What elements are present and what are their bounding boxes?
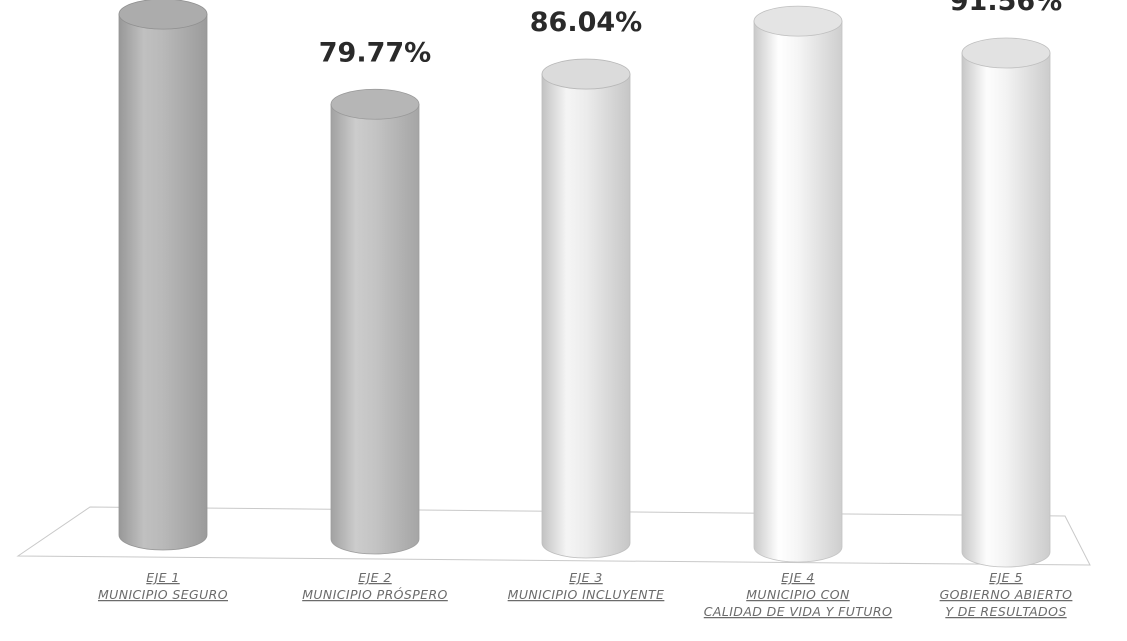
category-labels: EJE 1 MUNICIPIO SEGURO EJE 2 MUNICIPIO PRÓS…	[98, 570, 1072, 619]
bar-2-body	[330, 103, 420, 555]
value-label-2: 79.77%	[319, 37, 431, 68]
bars	[118, 0, 1051, 568]
bar-4-body	[753, 20, 843, 563]
category-label-3: EJE 3 MUNICIPIO INCLUYENTE	[508, 570, 665, 602]
value-labels: 95.57%79.77%86.04%96.49%91.56%	[319, 0, 1062, 68]
bar-3	[541, 58, 631, 559]
bar-5	[961, 37, 1051, 568]
bar-4-top	[753, 5, 843, 37]
bar-3-top	[541, 58, 631, 90]
category-label-4: EJE 4 MUNICIPIO CON CALIDAD DE VIDA Y FUTU…	[704, 570, 892, 619]
bar-1-top	[118, 0, 208, 30]
category-label-5: EJE 5 GOBIERNO ABIERTO Y DE RESULTADOS	[940, 570, 1073, 619]
bar-2	[330, 88, 420, 555]
value-label-5: 91.56%	[950, 0, 1062, 17]
category-label-2: EJE 2 MUNICIPIO PRÓSPERO	[302, 570, 448, 602]
bar-4	[753, 5, 843, 563]
category-label-1: EJE 1 MUNICIPIO SEGURO	[98, 570, 228, 602]
bar-5-body	[961, 52, 1051, 568]
bar-3-body	[541, 73, 631, 559]
bar-1	[118, 0, 208, 551]
bar-2-top	[330, 88, 420, 120]
value-label-3: 86.04%	[530, 7, 642, 38]
bar-1-body	[118, 13, 208, 551]
bar-5-top	[961, 37, 1051, 69]
